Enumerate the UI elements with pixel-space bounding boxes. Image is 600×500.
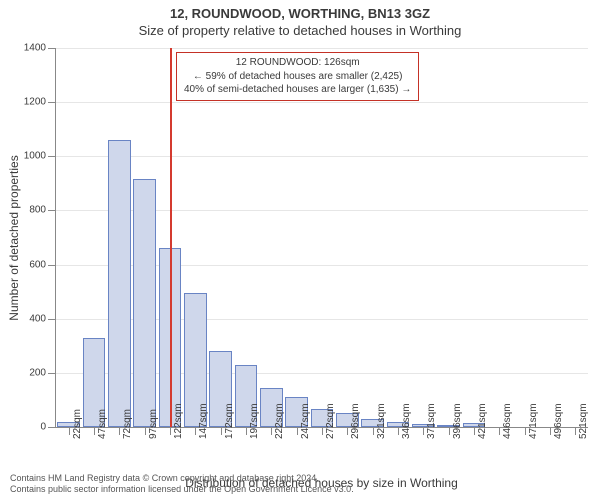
x-tick — [398, 427, 399, 435]
x-tick — [423, 427, 424, 435]
footer-line-2: Contains public sector information licen… — [10, 484, 354, 496]
gridline — [56, 156, 588, 157]
x-tick-label: 496sqm — [553, 403, 564, 439]
footer: Contains HM Land Registry data © Crown c… — [10, 473, 354, 496]
x-tick — [474, 427, 475, 435]
x-tick-label: 47sqm — [97, 409, 108, 439]
x-tick-label: 147sqm — [198, 403, 209, 439]
y-tick-label: 800 — [29, 205, 46, 216]
x-tick — [94, 427, 95, 435]
bar — [108, 140, 131, 427]
y-tick — [48, 427, 56, 428]
x-tick-label: 446sqm — [502, 403, 513, 439]
x-tick — [499, 427, 500, 435]
gridline — [56, 48, 588, 49]
x-tick-label: 272sqm — [325, 403, 336, 439]
x-tick-label: 72sqm — [122, 409, 133, 439]
y-tick — [48, 265, 56, 266]
x-tick-label: 421sqm — [477, 403, 488, 439]
x-tick — [550, 427, 551, 435]
x-tick — [170, 427, 171, 435]
x-tick — [373, 427, 374, 435]
x-tick-label: 346sqm — [401, 403, 412, 439]
y-tick — [48, 48, 56, 49]
y-axis-title: Number of detached properties — [7, 155, 21, 320]
chart-container: 12, ROUNDWOOD, WORTHING, BN13 3GZ Size o… — [0, 0, 600, 500]
y-tick-label: 600 — [29, 259, 46, 270]
x-tick-label: 321sqm — [376, 403, 387, 439]
x-tick-label: 197sqm — [249, 403, 260, 439]
y-tick — [48, 210, 56, 211]
annotation-line: 40% of semi-detached houses are larger (… — [184, 83, 411, 97]
x-tick — [145, 427, 146, 435]
y-tick — [48, 156, 56, 157]
x-tick-label: 97sqm — [148, 409, 159, 439]
x-tick-label: 396sqm — [452, 403, 463, 439]
x-tick — [449, 427, 450, 435]
x-tick — [347, 427, 348, 435]
x-tick — [297, 427, 298, 435]
reference-line — [170, 48, 172, 427]
y-tick-label: 200 — [29, 367, 46, 378]
x-tick — [271, 427, 272, 435]
x-tick-label: 471sqm — [528, 403, 539, 439]
x-tick — [246, 427, 247, 435]
x-tick — [195, 427, 196, 435]
plot-area: 020040060080010001200140022sqm47sqm72sqm… — [55, 48, 588, 428]
x-tick-label: 296sqm — [350, 403, 361, 439]
y-tick — [48, 102, 56, 103]
annotation-line: 12 ROUNDWOOD: 126sqm — [184, 56, 411, 70]
y-tick — [48, 373, 56, 374]
x-tick — [221, 427, 222, 435]
plot: 020040060080010001200140022sqm47sqm72sqm… — [55, 48, 588, 428]
x-tick — [322, 427, 323, 435]
x-tick-label: 521sqm — [578, 403, 589, 439]
y-tick-label: 1400 — [24, 43, 46, 54]
page-title: 12, ROUNDWOOD, WORTHING, BN13 3GZ — [0, 0, 600, 21]
x-tick — [525, 427, 526, 435]
y-tick-label: 1200 — [24, 97, 46, 108]
x-tick-label: 172sqm — [224, 403, 235, 439]
gridline — [56, 102, 588, 103]
y-tick-label: 1000 — [24, 151, 46, 162]
x-tick — [69, 427, 70, 435]
x-tick — [575, 427, 576, 435]
x-tick-label: 22sqm — [72, 409, 83, 439]
annotation-box: 12 ROUNDWOOD: 126sqm← 59% of detached ho… — [176, 52, 419, 101]
y-tick — [48, 319, 56, 320]
x-tick-label: 371sqm — [426, 403, 437, 439]
y-tick-label: 400 — [29, 313, 46, 324]
x-tick — [119, 427, 120, 435]
x-tick-label: 222sqm — [274, 403, 285, 439]
y-tick-label: 0 — [40, 422, 46, 433]
x-tick-label: 122sqm — [173, 403, 184, 439]
footer-line-1: Contains HM Land Registry data © Crown c… — [10, 473, 354, 485]
x-tick-label: 247sqm — [300, 403, 311, 439]
annotation-line: ← 59% of detached houses are smaller (2,… — [184, 70, 411, 84]
bar — [133, 179, 156, 427]
page-subtitle: Size of property relative to detached ho… — [0, 21, 600, 38]
